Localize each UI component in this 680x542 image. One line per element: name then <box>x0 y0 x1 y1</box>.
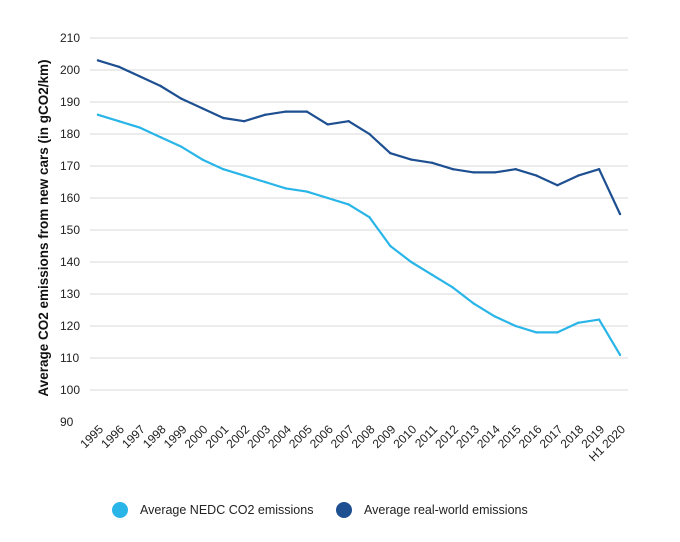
data-point <box>451 286 455 289</box>
data-point <box>263 180 267 184</box>
data-point <box>577 321 580 324</box>
data-point <box>284 110 288 113</box>
data-point <box>305 190 308 193</box>
y-axis-title: Average CO2 emissions from new cars (in … <box>36 59 51 396</box>
data-point <box>242 174 246 177</box>
data-point <box>410 158 413 161</box>
data-point <box>410 260 413 264</box>
legend: Average NEDC CO2 emissions Average real-w… <box>112 502 528 518</box>
data-point <box>451 168 455 171</box>
data-point <box>430 273 434 276</box>
y-axis-ticks: 90 100 110 120 130 140 150 160 170 180 190 200 210 <box>60 31 80 429</box>
y-tick-label: 90 <box>60 415 74 429</box>
data-point <box>180 145 183 148</box>
y-tick-label: 130 <box>60 287 80 301</box>
y-tick-label: 120 <box>60 319 80 333</box>
data-point <box>618 353 622 356</box>
legend-swatch <box>336 502 352 518</box>
data-point <box>472 171 476 174</box>
data-point <box>368 216 371 219</box>
y-tick-label: 200 <box>60 63 80 77</box>
data-point <box>242 120 246 123</box>
data-point <box>493 171 496 174</box>
data-point <box>222 168 225 171</box>
legend-label: Average real-world emissions <box>364 503 528 517</box>
data-point <box>222 116 225 120</box>
data-point <box>305 110 308 113</box>
data-point <box>263 113 267 117</box>
data-point <box>96 113 100 117</box>
data-point <box>96 59 100 62</box>
data-point <box>389 244 392 248</box>
data-point <box>117 65 121 69</box>
data-point <box>597 168 601 171</box>
data-point <box>556 184 559 187</box>
data-point <box>117 120 121 123</box>
data-point <box>347 120 350 123</box>
data-point <box>514 168 517 171</box>
data-point <box>535 331 538 334</box>
y-tick-label: 170 <box>60 159 80 173</box>
x-axis-ticks: 1995199619971998199920002001200220032004… <box>77 422 628 464</box>
data-point <box>326 123 329 126</box>
series-line-0 <box>96 113 622 356</box>
data-point <box>535 174 538 177</box>
data-point <box>138 126 141 129</box>
y-tick-label: 160 <box>60 191 80 205</box>
data-point <box>180 97 183 101</box>
y-tick-label: 110 <box>60 351 79 365</box>
series-lines <box>96 59 622 356</box>
legend-swatch <box>112 502 128 518</box>
data-point <box>472 302 476 305</box>
data-point <box>284 187 288 190</box>
data-point <box>368 132 371 136</box>
y-tick-label: 150 <box>60 223 80 237</box>
legend-label: Average NEDC CO2 emissions <box>140 503 313 517</box>
data-point <box>514 324 517 328</box>
y-tick-label: 140 <box>60 255 80 269</box>
data-point <box>577 174 580 177</box>
data-point <box>159 136 162 139</box>
data-point <box>159 84 162 88</box>
data-point <box>389 152 392 155</box>
y-tick-label: 100 <box>60 383 80 397</box>
data-point <box>347 203 350 206</box>
data-point <box>138 75 141 78</box>
data-point <box>556 331 559 334</box>
gridlines <box>90 37 628 391</box>
y-tick-label: 210 <box>60 31 80 45</box>
data-point <box>201 107 204 110</box>
data-point <box>201 158 204 161</box>
data-point <box>597 318 601 321</box>
data-point <box>326 196 329 200</box>
y-tick-label: 190 <box>60 95 80 109</box>
series-line-1 <box>96 59 622 216</box>
data-point <box>618 212 622 216</box>
data-point <box>493 315 496 318</box>
data-point <box>430 161 434 164</box>
y-tick-label: 180 <box>60 127 80 141</box>
